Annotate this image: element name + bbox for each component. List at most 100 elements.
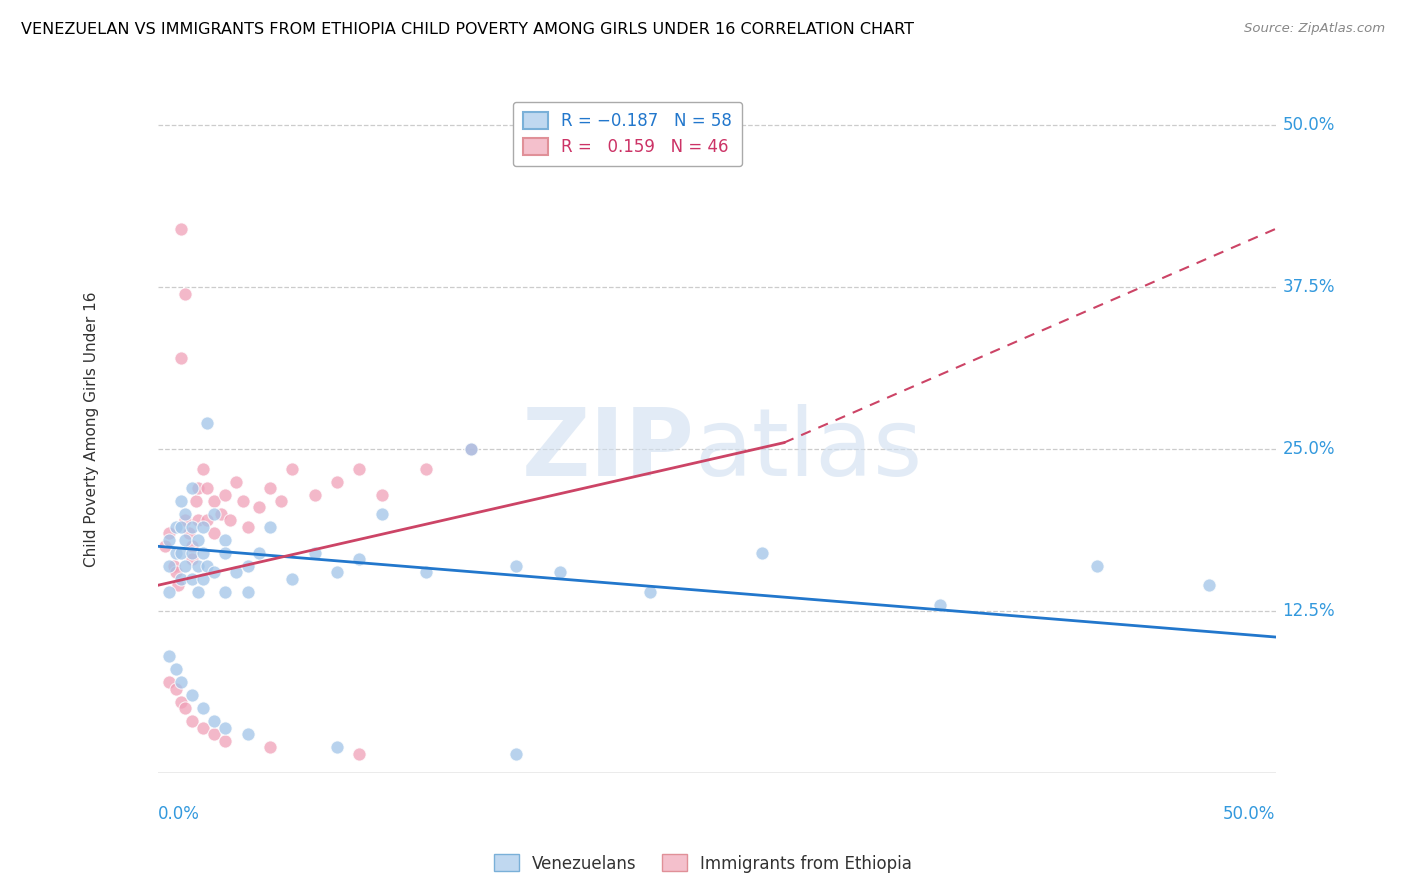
Point — [460, 442, 482, 457]
Point — [214, 584, 236, 599]
Point — [202, 727, 225, 741]
Point — [236, 520, 259, 534]
Text: 50.0%: 50.0% — [1282, 116, 1334, 134]
Point — [165, 546, 187, 560]
Point — [550, 566, 572, 580]
Point — [174, 286, 197, 301]
Point — [195, 558, 218, 573]
Point — [202, 507, 225, 521]
Point — [169, 351, 191, 366]
Point — [326, 475, 349, 489]
Text: 50.0%: 50.0% — [1223, 805, 1275, 823]
Point — [174, 701, 197, 715]
Point — [304, 487, 326, 501]
Point — [174, 513, 197, 527]
Point — [202, 526, 225, 541]
Point — [259, 520, 281, 534]
Point — [165, 566, 187, 580]
Text: 12.5%: 12.5% — [1282, 602, 1334, 620]
Point — [191, 721, 214, 735]
Point — [218, 513, 240, 527]
Point — [174, 507, 197, 521]
Point — [751, 546, 773, 560]
Text: 0.0%: 0.0% — [159, 805, 200, 823]
Point — [214, 721, 236, 735]
Point — [180, 520, 202, 534]
Point — [460, 442, 482, 457]
Point — [169, 520, 191, 534]
Point — [236, 727, 259, 741]
Point — [281, 572, 304, 586]
Point — [326, 566, 349, 580]
Point — [180, 714, 202, 729]
Point — [259, 740, 281, 755]
Point — [929, 598, 952, 612]
Point — [202, 494, 225, 508]
Point — [281, 461, 304, 475]
Point — [191, 546, 214, 560]
Point — [169, 695, 191, 709]
Point — [187, 533, 209, 547]
Point — [187, 513, 209, 527]
Point — [247, 546, 270, 560]
Point — [370, 487, 392, 501]
Point — [186, 494, 208, 508]
Point — [191, 520, 214, 534]
Point — [195, 513, 218, 527]
Point — [179, 526, 201, 541]
Point — [214, 733, 236, 747]
Point — [191, 701, 214, 715]
Point — [169, 675, 191, 690]
Point — [157, 533, 180, 547]
Point — [1085, 558, 1108, 573]
Point — [169, 494, 191, 508]
Point — [214, 546, 236, 560]
Point — [415, 566, 437, 580]
Point — [157, 584, 180, 599]
Point — [202, 714, 225, 729]
Point — [195, 481, 218, 495]
Point — [326, 740, 349, 755]
Point — [157, 649, 180, 664]
Point — [1198, 578, 1220, 592]
Point — [167, 578, 190, 592]
Point — [157, 675, 180, 690]
Point — [187, 558, 209, 573]
Point — [370, 507, 392, 521]
Point — [157, 558, 180, 573]
Point — [415, 461, 437, 475]
Point — [638, 584, 661, 599]
Point — [505, 558, 527, 573]
Point — [163, 558, 186, 573]
Text: VENEZUELAN VS IMMIGRANTS FROM ETHIOPIA CHILD POVERTY AMONG GIRLS UNDER 16 CORREL: VENEZUELAN VS IMMIGRANTS FROM ETHIOPIA C… — [21, 22, 914, 37]
Point — [236, 584, 259, 599]
Point — [195, 416, 218, 430]
Point — [169, 572, 191, 586]
Point — [225, 566, 247, 580]
Point — [349, 552, 371, 566]
Point — [191, 461, 214, 475]
Point — [187, 584, 209, 599]
Text: atlas: atlas — [695, 404, 922, 496]
Point — [232, 494, 254, 508]
Point — [180, 689, 202, 703]
Point — [174, 533, 197, 547]
Point — [180, 572, 202, 586]
Point — [270, 494, 292, 508]
Text: 25.0%: 25.0% — [1282, 440, 1334, 458]
Point — [180, 481, 202, 495]
Point — [169, 546, 191, 560]
Point — [236, 558, 259, 573]
Point — [180, 552, 202, 566]
Text: ZIP: ZIP — [522, 404, 695, 496]
Point — [174, 558, 197, 573]
Point — [259, 481, 281, 495]
Point — [225, 475, 247, 489]
Text: Child Poverty Among Girls Under 16: Child Poverty Among Girls Under 16 — [83, 292, 98, 567]
Point — [214, 487, 236, 501]
Point — [202, 566, 225, 580]
Point — [191, 572, 214, 586]
Legend: R = −0.187   N = 58, R =   0.159   N = 46: R = −0.187 N = 58, R = 0.159 N = 46 — [513, 102, 742, 166]
Point — [349, 747, 371, 761]
Point — [165, 681, 187, 696]
